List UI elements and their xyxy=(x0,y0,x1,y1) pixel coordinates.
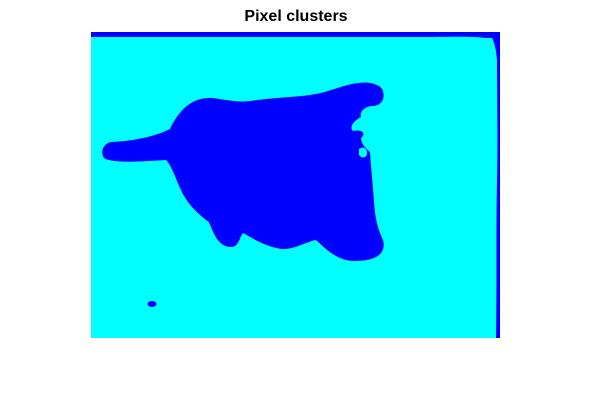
cluster-1-dot xyxy=(148,301,157,307)
cluster-image xyxy=(91,32,500,338)
plot-title: Pixel clusters xyxy=(0,7,592,27)
cluster-2-hole xyxy=(359,148,367,158)
